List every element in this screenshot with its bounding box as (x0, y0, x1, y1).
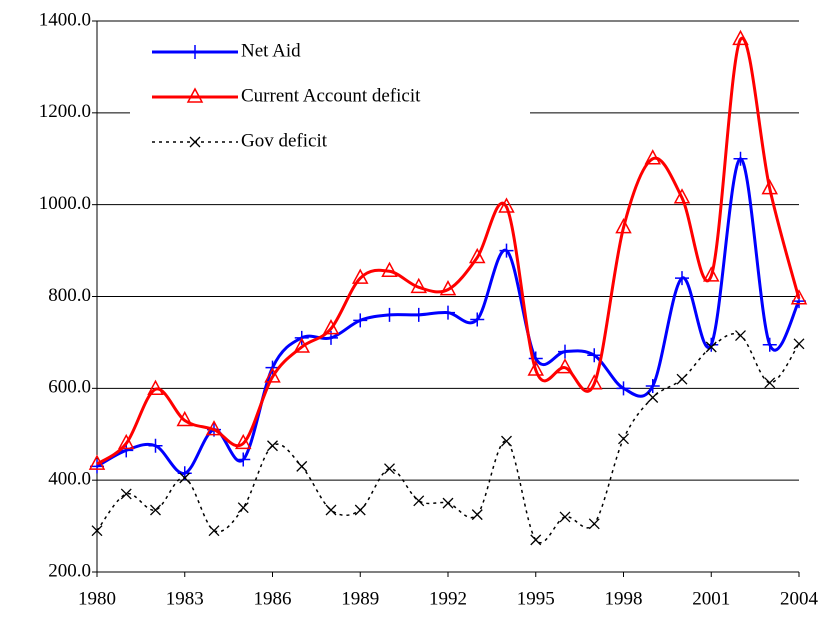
series-0 (90, 151, 806, 481)
marker (618, 433, 629, 445)
x-tick-label: 1989 (341, 588, 379, 609)
marker (322, 319, 340, 335)
marker (732, 29, 749, 46)
marker (499, 243, 514, 258)
y-tick-label: 800.0 (48, 285, 91, 306)
marker (764, 377, 776, 389)
legend-label: Gov deficit (241, 130, 328, 151)
marker (676, 373, 688, 385)
marker (615, 218, 632, 234)
marker (117, 433, 135, 450)
marker (468, 247, 486, 264)
marker (205, 420, 223, 436)
marker (410, 277, 428, 294)
marker (147, 379, 164, 396)
marker (645, 379, 660, 394)
marker (264, 367, 281, 383)
marker (498, 197, 515, 213)
marker (381, 261, 398, 277)
marker (588, 518, 600, 530)
y-tick-label: 600.0 (48, 377, 91, 398)
marker (384, 463, 395, 475)
marker (234, 433, 252, 450)
marker (441, 305, 455, 320)
marker (442, 497, 454, 509)
y-tick-label: 200.0 (48, 560, 91, 581)
marker (790, 289, 808, 305)
y-tick-label: 400.0 (48, 469, 91, 490)
marker (704, 337, 719, 352)
marker (189, 136, 201, 148)
marker (556, 358, 574, 374)
marker (585, 374, 603, 390)
x-tick-label: 1998 (605, 588, 643, 609)
series-line (96, 333, 800, 544)
x-tick-label: 1992 (429, 588, 467, 609)
series-line (96, 36, 801, 466)
marker (150, 504, 161, 516)
marker (761, 179, 779, 195)
marker (675, 271, 689, 286)
marker (353, 313, 368, 328)
marker (148, 438, 163, 453)
marker (644, 149, 662, 165)
marker (351, 268, 369, 284)
marker (471, 509, 483, 521)
marker (237, 502, 249, 514)
x-tick-label: 2004 (780, 588, 819, 609)
marker (325, 504, 337, 516)
marker (208, 525, 220, 537)
x-tick-label: 2001 (692, 588, 730, 609)
marker (296, 460, 308, 472)
marker (501, 435, 512, 447)
y-tick-label: 1400.0 (39, 9, 91, 30)
marker (616, 381, 631, 396)
marker (702, 266, 720, 282)
marker (673, 188, 691, 204)
marker (587, 348, 602, 363)
marker (735, 330, 746, 341)
marker (470, 312, 485, 327)
x-tick-label: 1986 (254, 588, 292, 609)
marker (559, 511, 571, 523)
y-tick-label: 1200.0 (39, 101, 91, 122)
x-tick-label: 1983 (166, 588, 204, 609)
x-tick-label: 1980 (78, 588, 116, 609)
marker (558, 344, 572, 359)
series-2 (91, 330, 805, 546)
marker (90, 459, 104, 474)
marker (411, 307, 426, 322)
marker (439, 280, 457, 296)
marker (354, 504, 366, 516)
marker (120, 488, 132, 500)
legend-label: Net Aid (241, 40, 301, 61)
marker (236, 452, 251, 467)
marker (176, 410, 194, 427)
marker (647, 392, 659, 403)
marker (762, 337, 777, 352)
marker (733, 151, 748, 166)
marker (382, 307, 397, 322)
marker (267, 440, 278, 452)
marker (530, 534, 542, 546)
y-tick-label: 1000.0 (39, 193, 91, 214)
marker (527, 360, 545, 376)
marker (186, 87, 204, 103)
legend-label: Current Account deficit (241, 85, 421, 106)
series-1 (88, 29, 808, 470)
marker (88, 454, 106, 470)
marker (179, 472, 191, 484)
marker (91, 525, 103, 537)
marker (293, 337, 311, 353)
marker (188, 45, 202, 59)
marker (705, 341, 717, 353)
marker (793, 338, 805, 350)
marker (413, 495, 425, 507)
x-tick-label: 1995 (517, 588, 555, 609)
